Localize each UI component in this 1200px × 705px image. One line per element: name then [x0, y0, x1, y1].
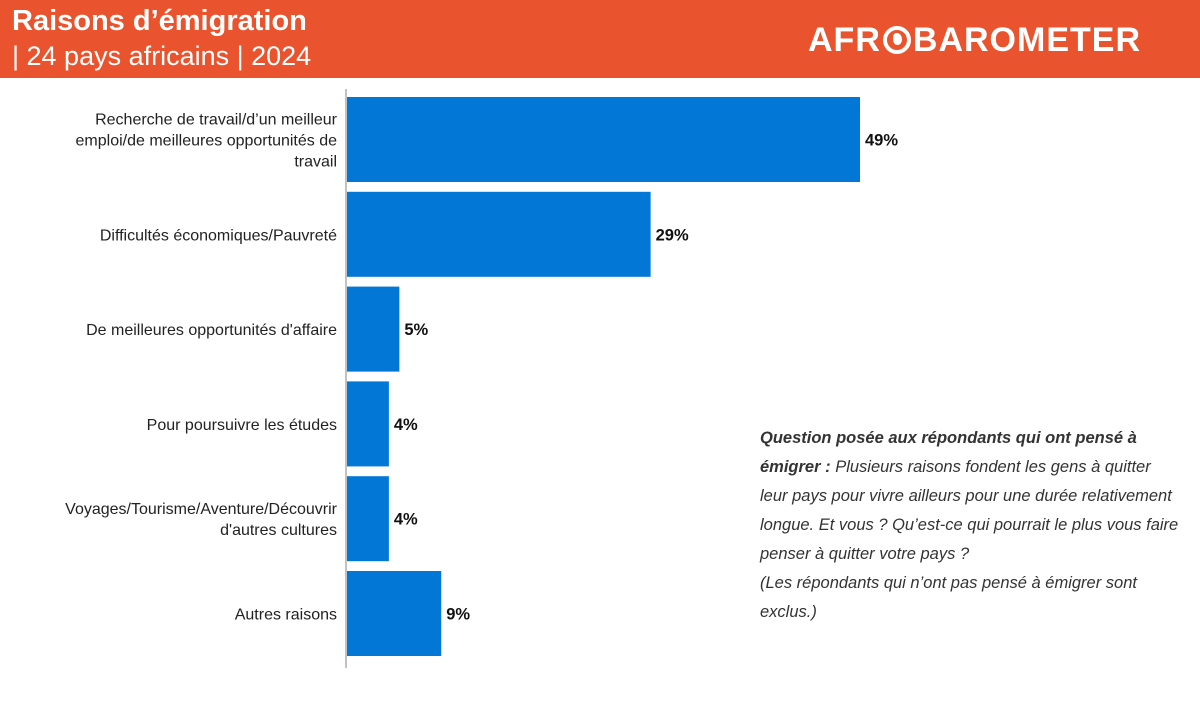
value-label-0: 49%: [865, 132, 898, 150]
question-note: Question posée aux répondants qui ont pe…: [760, 424, 1180, 627]
question-text: Plusieurs raisons fondent les gens à qui…: [760, 458, 1179, 563]
value-label-3: 4%: [394, 416, 418, 434]
exclusion-note: (Les répondants qui n’ont pas pensé à ém…: [760, 574, 1137, 621]
category-label-2: De meilleures opportunités d'affaire: [86, 322, 337, 339]
category-label-0: Recherche de travail/d’un meilleur emploi…: [76, 112, 338, 171]
value-label-4: 4%: [394, 511, 418, 529]
category-label-1: Difficultés économiques/Pauvreté: [100, 227, 337, 244]
logo-text-right: BAROMETER: [912, 21, 1141, 59]
bar-4: [347, 476, 389, 562]
header-banner: Raisons d’émigration | 24 pays africains…: [0, 0, 1200, 78]
bar-3: [347, 381, 389, 467]
bar-0: [347, 97, 860, 182]
category-label-5: Autres raisons: [235, 607, 337, 624]
chart-title: Raisons d’émigration: [12, 5, 307, 37]
question-label: Question posée aux répondants qui ont pe…: [760, 429, 1137, 476]
bar-2: [347, 286, 400, 372]
value-label-1: 29%: [656, 226, 689, 244]
category-label-4: Voyages/Tourisme/Aventure/Découvrir d'aut…: [65, 501, 338, 539]
afrobarometer-logo: AFR BAROMETER: [808, 20, 1141, 60]
chart-subtitle: | 24 pays africains | 2024: [12, 41, 312, 71]
value-label-5: 9%: [446, 606, 470, 624]
value-label-2: 5%: [404, 321, 428, 339]
africa-globe-icon: [882, 26, 911, 54]
category-label-3: Pour poursuivre les études: [147, 417, 337, 434]
bar-1: [347, 191, 651, 277]
bar-5: [347, 571, 442, 656]
logo-text-left: AFR: [808, 21, 881, 59]
